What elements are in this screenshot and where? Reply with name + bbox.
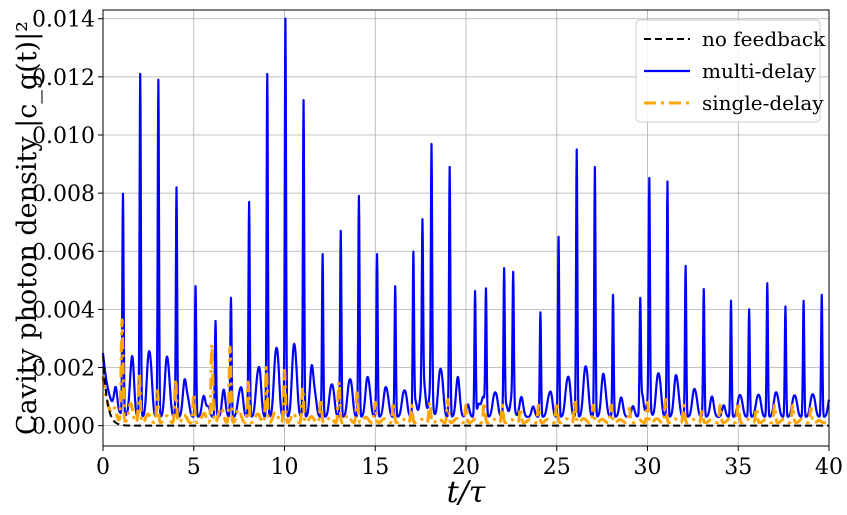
y-axis-label: Cavity photon density |c_g(t)|² bbox=[12, 21, 43, 435]
x-tick-label: 10 bbox=[271, 455, 299, 480]
x-tick-label: 5 bbox=[187, 455, 201, 480]
x-tick-label: 15 bbox=[361, 455, 389, 480]
y-tick-label: 0.012 bbox=[32, 66, 95, 91]
y-tick-label: 0.000 bbox=[32, 415, 95, 440]
legend-box bbox=[635, 19, 821, 123]
ticks: 0 5 10 15 20 25 30 35 40 0.000 0.002 0.004 0.006 0.00… bbox=[32, 8, 843, 480]
legend-label-no-feedback: no feedback bbox=[702, 27, 826, 51]
x-axis-label: t/τ bbox=[447, 475, 486, 510]
x-tick-label: 40 bbox=[815, 455, 843, 480]
x-tick-label: 20 bbox=[452, 455, 480, 480]
x-tick-label: 35 bbox=[724, 455, 752, 480]
x-tick-label: 25 bbox=[543, 455, 571, 480]
x-tick-label: 30 bbox=[634, 455, 662, 480]
series-single-delay-line bbox=[101, 318, 831, 425]
y-tick-label: 0.014 bbox=[32, 8, 95, 33]
y-tick-label: 0.004 bbox=[32, 298, 95, 323]
legend-label-multi-delay: multi-delay bbox=[702, 59, 816, 83]
y-tick-label: 0.002 bbox=[32, 357, 95, 382]
x-tick-label: 0 bbox=[96, 455, 110, 480]
y-tick-label: 0.010 bbox=[32, 124, 95, 149]
series-layer bbox=[101, 17, 831, 427]
legend: no feedback multi-delay single-delay bbox=[635, 19, 826, 123]
y-tick-label: 0.008 bbox=[32, 182, 95, 207]
series-no-feedback-line bbox=[102, 355, 829, 427]
legend-label-single-delay: single-delay bbox=[702, 91, 824, 115]
y-tick-label: 0.006 bbox=[32, 240, 95, 265]
